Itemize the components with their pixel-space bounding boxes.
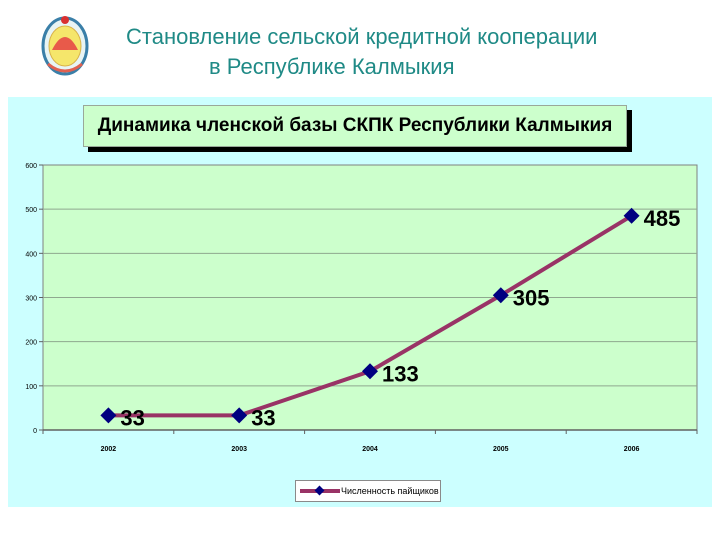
slide-title-line2: в Республике Калмыкия xyxy=(209,54,455,79)
slide-title-line1: Становление сельской кредитной коопераци… xyxy=(126,24,598,49)
y-tick-label: 0 xyxy=(33,428,37,435)
y-tick-label: 400 xyxy=(25,251,37,258)
y-tick-label: 100 xyxy=(25,384,37,391)
data-label: 133 xyxy=(382,361,419,386)
data-label: 485 xyxy=(644,206,681,231)
x-tick-label: 2005 xyxy=(493,446,509,453)
data-label: 33 xyxy=(120,405,144,430)
data-point-marker xyxy=(492,287,509,304)
data-label: 305 xyxy=(513,285,550,310)
x-tick-label: 2006 xyxy=(624,446,640,453)
y-tick-label: 600 xyxy=(25,163,37,170)
x-tick-label: 2004 xyxy=(362,446,378,453)
data-point-marker xyxy=(623,207,640,224)
legend-label: Численность пайщиков xyxy=(341,486,439,496)
x-tick-label: 2002 xyxy=(101,446,117,453)
y-tick-label: 500 xyxy=(25,207,37,214)
y-tick-label: 200 xyxy=(25,340,37,347)
chart-title: Динамика членской базы СКПК Республики К… xyxy=(83,105,627,147)
legend-line-marker-icon xyxy=(300,481,340,501)
data-point-marker xyxy=(231,407,248,424)
y-tick-label: 300 xyxy=(25,296,37,303)
data-label: 33 xyxy=(251,405,275,430)
chart-legend: Численность пайщиков xyxy=(295,480,441,502)
data-point-marker xyxy=(100,407,117,424)
x-tick-label: 2003 xyxy=(231,446,247,453)
data-point-marker xyxy=(362,363,378,380)
emblem-icon xyxy=(41,16,89,76)
